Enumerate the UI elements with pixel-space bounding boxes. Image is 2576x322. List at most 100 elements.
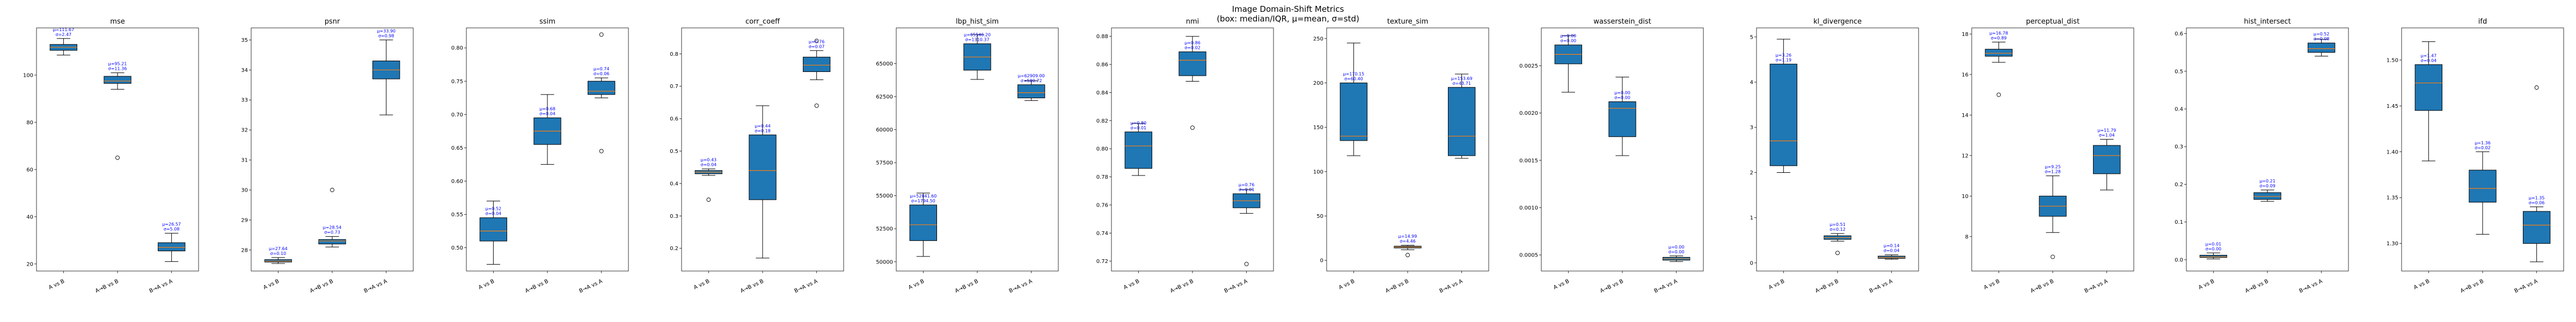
y-tick-label: 60000 [876,127,893,133]
subplot-title: lbp_hist_sim [956,18,999,26]
y-tick-label: 40 [26,214,33,220]
std-annotation: σ=0.06 [2529,200,2545,205]
mean-annotation: μ=11.79 [2097,128,2116,133]
std-annotation: σ=0.02 [1184,46,1201,50]
y-tick-label: 20 [26,261,33,267]
x-tick-label: A vs B [2198,279,2215,291]
std-annotation: σ=60.40 [1344,77,1363,82]
y-tick-label: 0.5 [670,149,678,155]
y-tick-label: 1.45 [2387,104,2398,109]
y-tick-label: 50 [1316,214,1323,219]
axes-frame [896,27,1059,272]
std-annotation: σ=2.47 [56,32,72,37]
y-tick-label: 0.70 [451,112,463,118]
mean-annotation: μ=16.78 [1989,31,2008,35]
y-tick-label: 0.88 [1096,34,1108,40]
subplot-title: ifd [2478,18,2487,26]
y-tick-label: 0.0025 [1519,63,1538,69]
x-tick-label: B→A vs A [149,279,174,295]
subplot-ssim: ssim0.500.550.600.650.700.750.80μ=0.52σ=… [451,18,629,295]
mean-annotation: μ=1.47 [2421,53,2437,58]
subplot-title: mse [110,18,125,26]
axes-frame [1326,27,1489,272]
y-tick-label: 0 [1750,260,1753,266]
y-tick-label: 0.4 [670,181,678,187]
mean-annotation: μ=26.57 [162,222,181,227]
x-tick-label: B→A vs A [2299,279,2324,295]
std-annotation: σ=1794.50 [911,199,935,203]
box-1 [1554,35,1583,93]
std-annotation: σ=43.71 [1452,81,1471,86]
y-tick-label: 10 [1962,194,1968,200]
x-tick-label: A vs B [908,279,925,291]
outlier-point [1835,251,1840,255]
std-annotation: σ=0.04 [701,163,717,167]
box-3 [2093,139,2121,191]
y-tick-label: 0.82 [1096,118,1108,124]
y-tick-label: 100 [23,72,33,78]
mean-annotation: μ=0.52 [2314,32,2330,36]
x-tick-label: A vs B [1983,279,2001,291]
box-2 [1179,36,1206,130]
mean-annotation: μ=14.99 [1399,234,1417,239]
mean-annotation: μ=0.74 [594,67,610,71]
y-tick-label: 0.78 [1096,174,1108,180]
subplot-title: corr_coeff [745,18,780,26]
y-tick-label: 8 [1965,234,1968,240]
y-tick-label: 0.50 [451,245,463,251]
box-2 [318,188,346,247]
y-tick-label: 0.4 [2175,107,2183,113]
y-tick-label: 0 [1320,258,1323,264]
y-tick-label: 0.80 [451,46,463,52]
x-tick-label: A→B vs B [954,279,979,295]
mean-annotation: μ=0.00 [1668,245,1685,250]
box-3 [588,32,616,153]
y-tick-label: 1.40 [2387,149,2398,155]
y-tick-label: 5 [1750,34,1753,40]
y-tick-label: 32 [241,128,248,134]
y-tick-label: 0.0020 [1519,111,1538,116]
subplot-perceptual_dist: perceptual_dist 8 10 12 14 16 18 μ=16.78σ=0.89 μ… [1962,18,2134,294]
subplot-nmi: nmi 0.72 0.74 0.76 0.78 0.80 0.82 0.84 0.86 0.88 μ… [1096,18,1274,294]
y-tick-label: 0.60 [451,179,463,185]
std-annotation: σ=1.28 [2045,170,2061,174]
y-tick-label: 0.3 [670,214,678,219]
mean-annotation: μ=0.14 [1884,244,1900,248]
y-tick-label: 18 [1962,32,1968,38]
x-tick-label: A vs B [48,279,65,291]
x-tick-label: B→A vs A [579,279,604,295]
std-annotation: σ=1.04 [2099,133,2115,138]
x-tick-label: A vs B [262,279,280,291]
iqr-box [2199,255,2227,258]
iqr-box [479,217,508,241]
y-tick-label: 0.0005 [1519,253,1538,259]
std-annotation: σ=1310.37 [965,38,990,42]
mean-annotation: μ=9.25 [2045,165,2061,170]
mean-annotation: μ=0.68 [539,107,555,112]
std-annotation: σ=0.09 [2259,184,2275,188]
iqr-box [1985,49,2013,57]
y-tick-label: 0.6 [670,116,678,122]
outlier-point [814,39,819,43]
x-tick-label: A→B vs B [1169,279,1195,295]
box-2 [104,72,131,160]
y-tick-label: 0.74 [1096,231,1108,237]
x-tick-label: A→B vs B [2030,279,2055,295]
y-tick-label: 0.0015 [1519,158,1538,164]
x-tick-label: A→B vs B [740,279,765,295]
std-annotation: σ=0.18 [755,128,771,133]
subplot-mse: mse 20 40 60 80 100 μ=111.67σ=2.47 μ=95.21σ=11.… [23,18,199,294]
y-tick-label: 1.50 [2387,57,2398,63]
mean-annotation: μ=65546.20 [964,33,991,38]
y-tick-label: 62500 [876,94,893,100]
y-tick-label: 0.0 [2175,257,2183,263]
box-2 [533,94,561,165]
std-annotation: σ=4.46 [1400,239,1416,244]
x-tick-label: B→A vs A [1008,279,1034,295]
mean-annotation: μ=153.69 [1451,76,1473,81]
std-annotation: σ=0.04 [1884,248,1900,253]
y-tick-label: 0.72 [1096,259,1108,265]
box-1 [694,169,722,202]
outlier-point [1406,253,1410,258]
outlier-point [115,155,120,160]
